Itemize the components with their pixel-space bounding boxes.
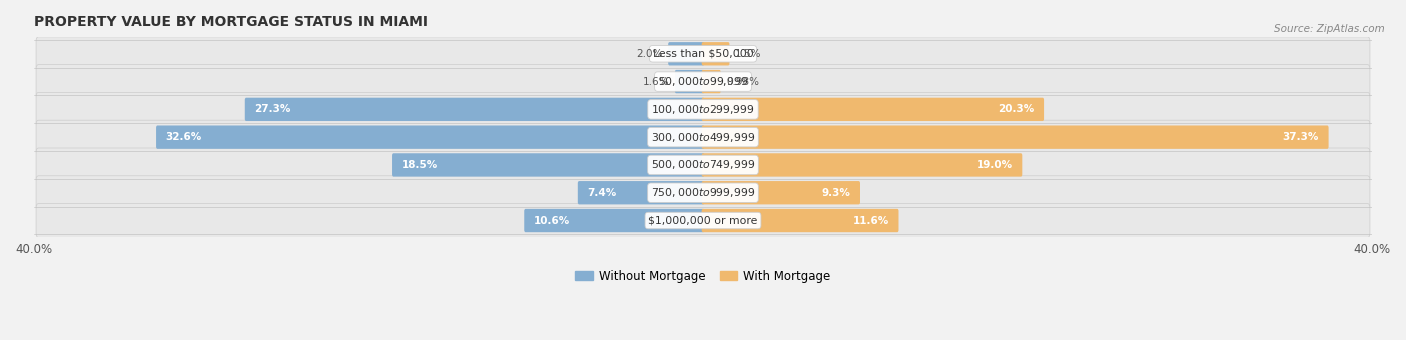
Text: 20.3%: 20.3% <box>998 104 1035 114</box>
FancyBboxPatch shape <box>37 92 1369 126</box>
Text: 19.0%: 19.0% <box>977 160 1012 170</box>
Text: 32.6%: 32.6% <box>166 132 202 142</box>
FancyBboxPatch shape <box>702 181 860 204</box>
FancyBboxPatch shape <box>524 209 704 232</box>
Legend: Without Mortgage, With Mortgage: Without Mortgage, With Mortgage <box>571 265 835 287</box>
FancyBboxPatch shape <box>675 70 704 93</box>
Text: 18.5%: 18.5% <box>402 160 439 170</box>
FancyBboxPatch shape <box>578 181 704 204</box>
Text: 1.6%: 1.6% <box>643 76 669 87</box>
FancyBboxPatch shape <box>156 125 704 149</box>
FancyBboxPatch shape <box>702 209 898 232</box>
Text: $750,000 to $999,999: $750,000 to $999,999 <box>651 186 755 199</box>
Text: PROPERTY VALUE BY MORTGAGE STATUS IN MIAMI: PROPERTY VALUE BY MORTGAGE STATUS IN MIA… <box>34 15 427 29</box>
Text: $500,000 to $749,999: $500,000 to $749,999 <box>651 158 755 171</box>
Text: 10.6%: 10.6% <box>534 216 571 225</box>
FancyBboxPatch shape <box>37 204 1369 237</box>
FancyBboxPatch shape <box>245 98 704 121</box>
Text: $300,000 to $499,999: $300,000 to $499,999 <box>651 131 755 144</box>
Text: 11.6%: 11.6% <box>852 216 889 225</box>
Text: Source: ZipAtlas.com: Source: ZipAtlas.com <box>1274 24 1385 34</box>
FancyBboxPatch shape <box>37 37 1369 71</box>
Text: 1.5%: 1.5% <box>735 49 761 59</box>
Text: $100,000 to $299,999: $100,000 to $299,999 <box>651 103 755 116</box>
FancyBboxPatch shape <box>702 98 1045 121</box>
FancyBboxPatch shape <box>37 120 1369 154</box>
FancyBboxPatch shape <box>702 125 1329 149</box>
Text: $50,000 to $99,999: $50,000 to $99,999 <box>658 75 748 88</box>
Text: 0.98%: 0.98% <box>725 76 759 87</box>
Text: Less than $50,000: Less than $50,000 <box>652 49 754 59</box>
FancyBboxPatch shape <box>702 70 721 93</box>
FancyBboxPatch shape <box>668 42 704 66</box>
Text: 7.4%: 7.4% <box>588 188 617 198</box>
FancyBboxPatch shape <box>392 153 704 176</box>
Text: 2.0%: 2.0% <box>637 49 662 59</box>
FancyBboxPatch shape <box>37 176 1369 210</box>
Text: $1,000,000 or more: $1,000,000 or more <box>648 216 758 225</box>
Text: 37.3%: 37.3% <box>1282 132 1319 142</box>
Text: 27.3%: 27.3% <box>254 104 291 114</box>
FancyBboxPatch shape <box>37 65 1369 99</box>
FancyBboxPatch shape <box>702 42 730 66</box>
FancyBboxPatch shape <box>702 153 1022 176</box>
Text: 9.3%: 9.3% <box>821 188 851 198</box>
FancyBboxPatch shape <box>37 148 1369 182</box>
